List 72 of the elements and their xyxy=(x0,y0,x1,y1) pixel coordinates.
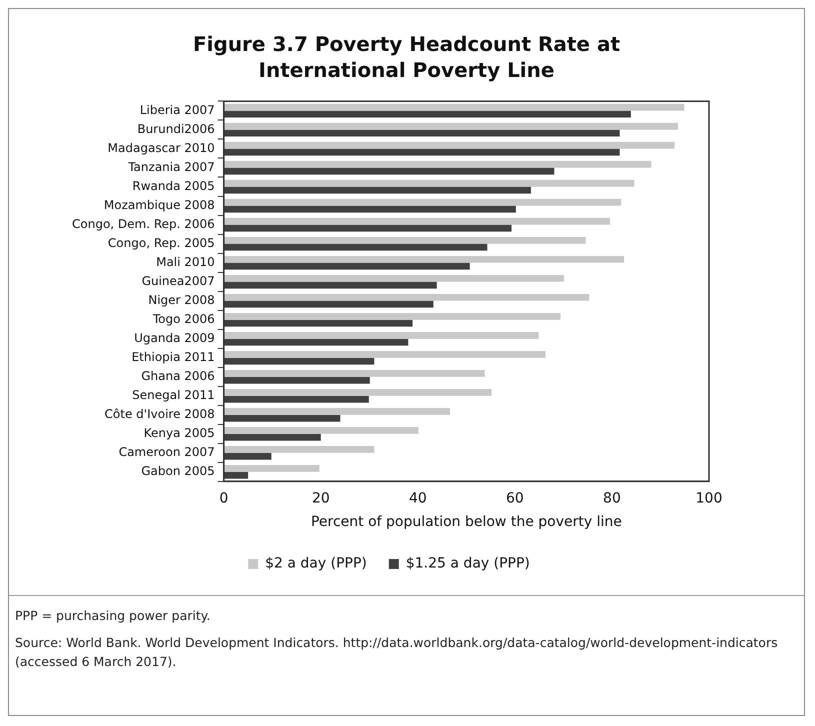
y-tick-label: Madagascar 2010 xyxy=(108,140,215,155)
bar xyxy=(224,389,492,396)
x-tick-label: 100 xyxy=(696,490,722,506)
bar xyxy=(224,434,321,441)
y-tick-label: Niger 2008 xyxy=(148,292,215,307)
bar xyxy=(224,396,369,403)
y-tick-label: Togo 2006 xyxy=(152,312,215,326)
bar xyxy=(224,376,370,384)
bar xyxy=(224,122,678,130)
bar xyxy=(224,168,554,175)
bar xyxy=(224,224,512,232)
bar xyxy=(224,332,539,339)
bar xyxy=(224,414,340,422)
bar xyxy=(224,206,516,213)
bar xyxy=(224,104,684,111)
y-tick-label: Kenya 2005 xyxy=(144,426,215,440)
bar xyxy=(224,256,624,263)
bar xyxy=(224,452,272,460)
bar xyxy=(224,160,652,168)
chart-title: Figure 3.7 Poverty Headcount Rate at International Poverty Line xyxy=(192,31,622,83)
bar xyxy=(224,236,586,244)
source-note: Source: World Bank. World Development Indicators. http://data.worldbank.org/data-catalog/world-development-indicators (accessed 6 March 2017). xyxy=(15,634,779,671)
bar xyxy=(224,198,622,206)
y-tick-label: Mali 2010 xyxy=(156,254,215,269)
y-tick-label: Ghana 2006 xyxy=(141,368,215,383)
y-tick-label: Ethiopia 2011 xyxy=(132,350,215,364)
bar xyxy=(224,186,531,194)
y-tick-label: Côte d'Ivoire 2008 xyxy=(104,406,215,421)
x-tick-label: 60 xyxy=(506,490,524,506)
x-tick-label: 40 xyxy=(408,490,427,506)
y-tick-label: Gabon 2005 xyxy=(141,464,215,478)
text: PPP = purchasing power parity. xyxy=(15,607,212,625)
y-tick-label: Mozambique 2008 xyxy=(104,198,215,212)
bar xyxy=(224,472,248,479)
bar xyxy=(224,370,485,377)
bar xyxy=(224,282,437,289)
y-tick-label: Senegal 2011 xyxy=(132,388,215,402)
bar xyxy=(224,180,634,187)
x-axis-title: Percent of population below the poverty line xyxy=(310,514,622,530)
x-tick-label: 80 xyxy=(603,490,621,506)
bar xyxy=(224,218,610,225)
legend-label: $2 a day (PPP) xyxy=(265,556,367,572)
bar xyxy=(224,358,374,365)
bar xyxy=(224,350,546,358)
x-tick-label: 0 xyxy=(219,490,228,506)
bar xyxy=(224,274,564,282)
bar xyxy=(224,142,675,149)
y-tick-label: Rwanda 2005 xyxy=(132,178,215,193)
bar xyxy=(224,148,620,156)
bar xyxy=(224,300,434,308)
bar xyxy=(224,446,374,453)
bar xyxy=(224,110,631,118)
x-tick-label: 20 xyxy=(312,490,330,506)
bar xyxy=(224,262,470,270)
y-tick-label: Tanzania 2007 xyxy=(127,160,215,174)
y-tick-label: Liberia 2007 xyxy=(140,102,215,117)
y-tick-label: Cameroon 2007 xyxy=(118,445,215,460)
bar xyxy=(224,294,590,301)
bar xyxy=(224,408,450,415)
y-tick-label: Uganda 2009 xyxy=(134,330,215,345)
bar xyxy=(224,427,418,434)
y-tick-label: Congo, Dem. Rep. 2006 xyxy=(72,216,215,231)
bar xyxy=(224,320,413,327)
y-tick-label: Guinea2007 xyxy=(142,274,215,288)
bar xyxy=(224,312,561,320)
bar xyxy=(224,338,408,346)
y-tick-label: Congo, Rep. 2005 xyxy=(108,236,215,250)
y-tick-label: Burundi2006 xyxy=(137,122,215,136)
bar xyxy=(224,244,488,251)
bar xyxy=(224,465,320,472)
legend-label: $1.25 a day (PPP) xyxy=(406,556,530,572)
bar xyxy=(224,130,620,137)
